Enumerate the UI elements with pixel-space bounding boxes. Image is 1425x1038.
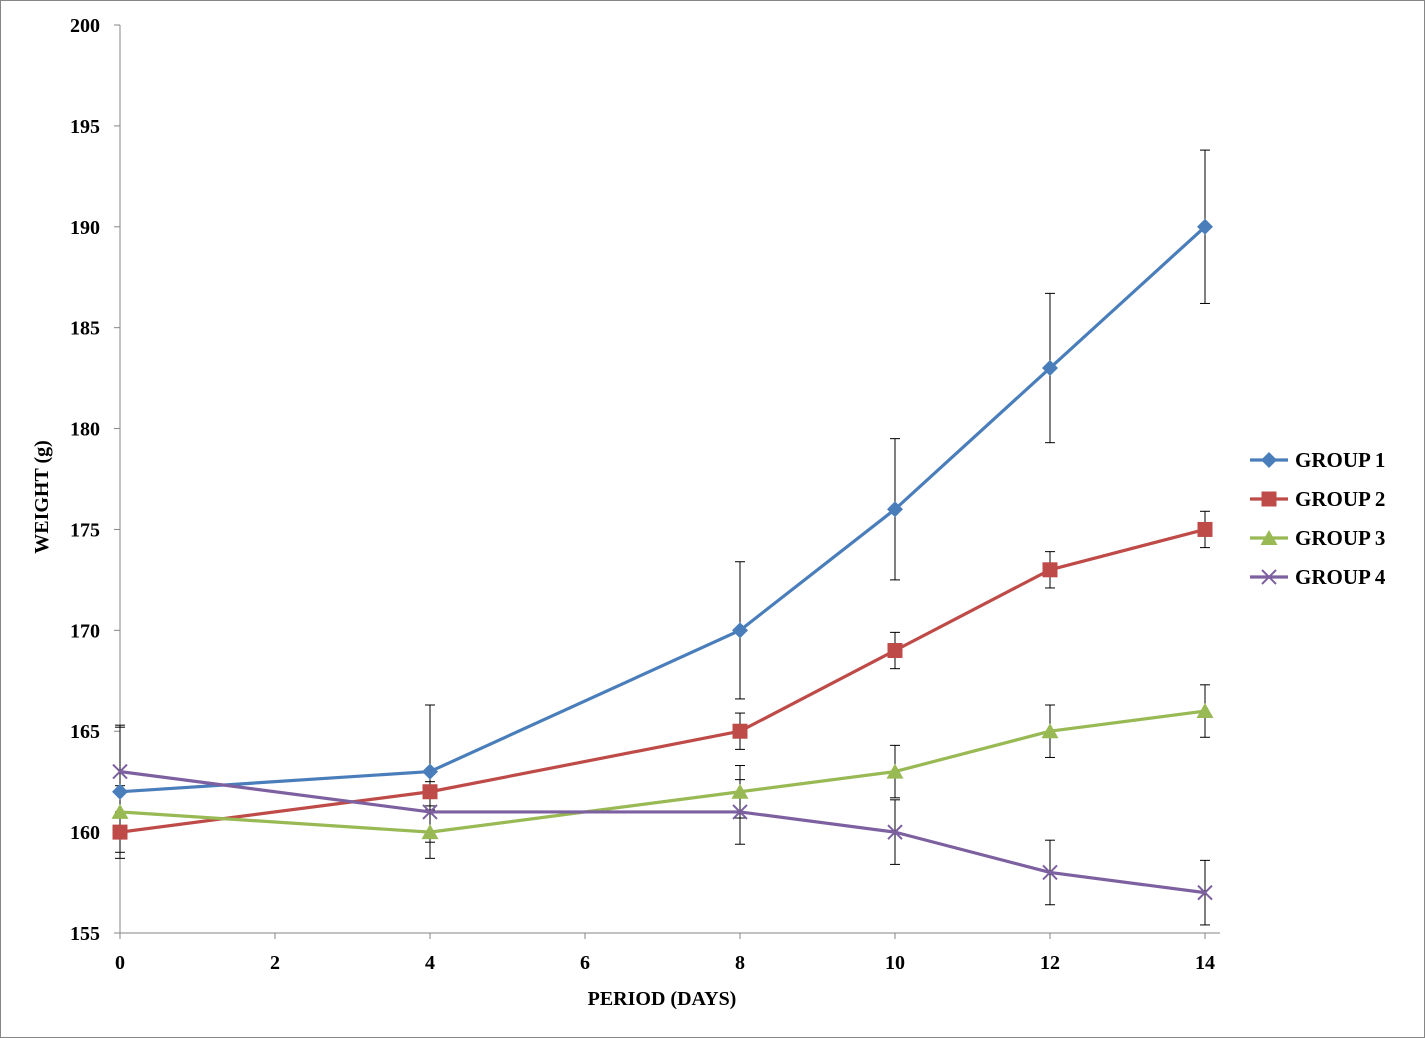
y-tick-label: 195 [70, 116, 100, 138]
legend-label: GROUP 4 [1295, 565, 1386, 589]
x-tick-label: 14 [1195, 952, 1215, 974]
legend-entry: GROUP 4 [1250, 565, 1386, 589]
data-point-group-3 [421, 824, 439, 840]
legend: GROUP 1 GROUP 2 GROUP 3 GROUP 4 [1250, 448, 1386, 589]
data-point-group-4 [1197, 884, 1213, 901]
data-point-group-3 [731, 783, 749, 799]
series-line-group-1 [118, 225, 1207, 794]
data-point-group-1 [887, 501, 903, 518]
data-point-group-4 [732, 804, 748, 820]
legend-label: GROUP 1 [1295, 448, 1385, 472]
y-tick-label: 155 [70, 923, 100, 945]
y-tick-label: 175 [70, 519, 100, 541]
x-tick-label: 6 [580, 952, 590, 974]
x-tick-label: 0 [115, 952, 125, 974]
marker-stroke [887, 824, 903, 840]
axes: 155 160 165 170 175 180 185 190 195 200 0 2 4 6 8 10 12 1… [70, 15, 1220, 974]
legend-entry: GROUP 1 [1250, 448, 1385, 472]
y-axis-title: WEIGHT (g) [31, 440, 53, 554]
legend-label: GROUP 2 [1295, 487, 1385, 511]
series-line-group-4 [118, 769, 1207, 895]
x-tick-label: 4 [425, 952, 435, 974]
legend-entry: GROUP 2 [1250, 487, 1385, 511]
data-point-group-3 [1196, 703, 1214, 719]
data-point-group-4 [1042, 864, 1058, 881]
data-point-group-2 [887, 643, 903, 659]
data-point-group-1 [1197, 218, 1213, 235]
data-point-group-3 [1041, 723, 1059, 739]
legend-marker [1260, 530, 1278, 545]
marker-stroke [422, 804, 438, 820]
y-tick-label: 170 [70, 620, 100, 642]
y-tick-label: 165 [70, 721, 100, 743]
data-point-group-1 [112, 783, 128, 800]
marker-stroke [732, 804, 748, 820]
series-line-group-3 [118, 709, 1207, 834]
data-point-group-1 [732, 622, 748, 639]
data-point-group-2 [422, 784, 438, 800]
data-point-group-2 [1197, 521, 1213, 537]
x-tick-label: 2 [270, 952, 280, 974]
marker-stroke [1042, 864, 1058, 881]
legend-label: GROUP 3 [1295, 526, 1385, 550]
data-point-group-3 [111, 803, 129, 819]
data-point-group-4 [112, 763, 128, 780]
data-point-group-2 [732, 723, 748, 739]
y-tick-label: 200 [70, 15, 100, 37]
legend-marker [1261, 452, 1277, 468]
marker-stroke [1261, 569, 1277, 585]
series-markers [111, 218, 1214, 901]
data-point-group-1 [1042, 360, 1058, 377]
data-point-group-1 [422, 763, 438, 780]
x-tick-label: 12 [1040, 952, 1060, 974]
data-point-group-2 [112, 824, 128, 840]
y-tick-label: 180 [70, 419, 100, 441]
data-point-group-4 [887, 824, 903, 840]
data-point-group-2 [1042, 562, 1058, 578]
series-lines [118, 225, 1207, 895]
x-tick-label: 10 [885, 952, 905, 974]
series-line-group-2 [118, 527, 1207, 834]
data-point-group-3 [886, 763, 904, 779]
marker-stroke [112, 763, 128, 780]
error-bars [115, 149, 1210, 926]
marker-stroke [1197, 884, 1213, 901]
x-tick-label: 8 [735, 952, 745, 974]
y-tick-label: 160 [70, 822, 100, 844]
data-point-group-4 [422, 804, 438, 820]
x-axis-title: PERIOD (DAYS) [588, 988, 737, 1010]
legend-entry: GROUP 3 [1250, 526, 1385, 550]
legend-marker [1261, 491, 1277, 507]
y-tick-label: 185 [70, 318, 100, 340]
y-tick-label: 190 [70, 217, 100, 239]
legend-marker [1261, 569, 1277, 585]
